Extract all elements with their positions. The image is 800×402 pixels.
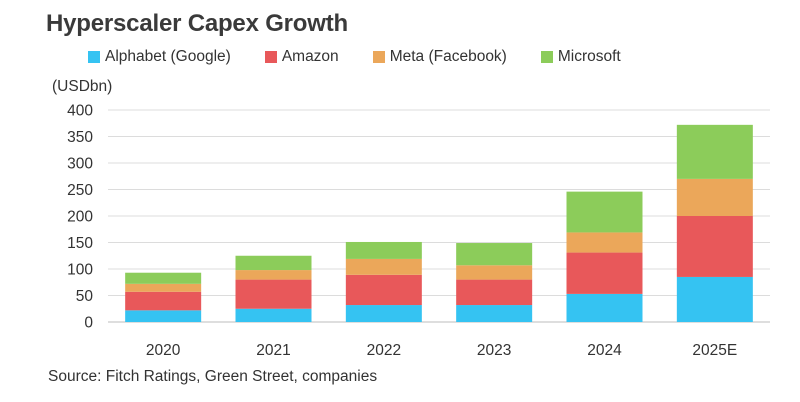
bar-2024-microsoft (566, 191, 643, 233)
legend-label-meta: Meta (Facebook) (389, 48, 507, 65)
bar-2021-meta (235, 270, 312, 280)
legend-label-alphabet: Alphabet (Google) (105, 48, 231, 65)
x-tick-label: 2021 (256, 342, 290, 359)
bar-2020-alphabet (125, 310, 202, 322)
y-tick-label: 250 (67, 182, 93, 199)
x-tick-label: 2023 (477, 342, 511, 359)
legend-label-microsoft: Microsoft (557, 48, 621, 65)
y-tick-label: 150 (67, 235, 93, 252)
bar-2020-amazon (125, 291, 202, 311)
legend-item-alphabet: Alphabet (Google) (88, 48, 231, 66)
y-tick-label: 200 (67, 209, 93, 226)
legend-swatch-meta (372, 51, 385, 63)
legend-item-amazon: Amazon (264, 48, 339, 66)
bar-2022-amazon (345, 274, 422, 306)
bar-2023-meta (456, 265, 533, 280)
legend-label-amazon: Amazon (281, 48, 339, 65)
bar-2020-meta (125, 283, 202, 292)
x-tick-label: 2022 (367, 342, 401, 359)
bar-2023-microsoft (456, 243, 533, 266)
bar-2022-microsoft (345, 241, 422, 259)
bar-2023-amazon (456, 279, 533, 306)
x-tick-label: 2024 (587, 342, 622, 359)
bar-2021-microsoft (235, 255, 312, 271)
bar-2024-alphabet (566, 293, 643, 322)
y-tick-label: 350 (67, 129, 93, 146)
legend-swatch-alphabet (88, 51, 100, 63)
bar-2021-amazon (235, 279, 312, 309)
bar-stacks (125, 124, 753, 322)
y-tick-label: 400 (67, 103, 93, 120)
legend-swatch-amazon (264, 51, 277, 63)
chart-title: Hyperscaler Capex Growth (46, 10, 348, 37)
bar-2021-alphabet (235, 308, 312, 322)
chart-legend: Alphabet (Google) Amazon Meta (Facebook)… (88, 46, 655, 68)
grid-lines (108, 109, 770, 323)
legend-swatch-microsoft (540, 51, 553, 63)
bar-2020-microsoft (125, 272, 202, 284)
y-tick-label: 50 (76, 288, 94, 305)
bar-2025E-meta (676, 178, 753, 216)
bar-2024-meta (566, 232, 643, 253)
bar-2024-amazon (566, 252, 643, 294)
legend-item-meta: Meta (Facebook) (372, 48, 507, 66)
bar-2022-meta (345, 258, 422, 275)
bar-2025E-amazon (676, 216, 753, 277)
bar-2022-alphabet (345, 305, 422, 322)
y-tick-labels: 0 50 100 150 200 250 300 350 400 (67, 103, 93, 332)
legend-item-microsoft: Microsoft (540, 48, 621, 66)
bar-2025E-microsoft (676, 124, 753, 179)
bar-2025E-alphabet (676, 276, 753, 322)
bar-2023-alphabet (456, 305, 533, 322)
x-tick-labels: 2020 2021 2022 2023 2024 2025E (146, 342, 737, 359)
y-axis-unit-label: (USDbn) (52, 78, 113, 95)
x-tick-label: 2020 (146, 342, 181, 359)
y-tick-label: 100 (67, 262, 93, 279)
y-tick-label: 300 (67, 156, 93, 173)
y-tick-label: 0 (84, 315, 93, 332)
source-note: Source: Fitch Ratings, Green Street, com… (48, 368, 378, 385)
x-tick-label: 2025E (692, 342, 737, 359)
